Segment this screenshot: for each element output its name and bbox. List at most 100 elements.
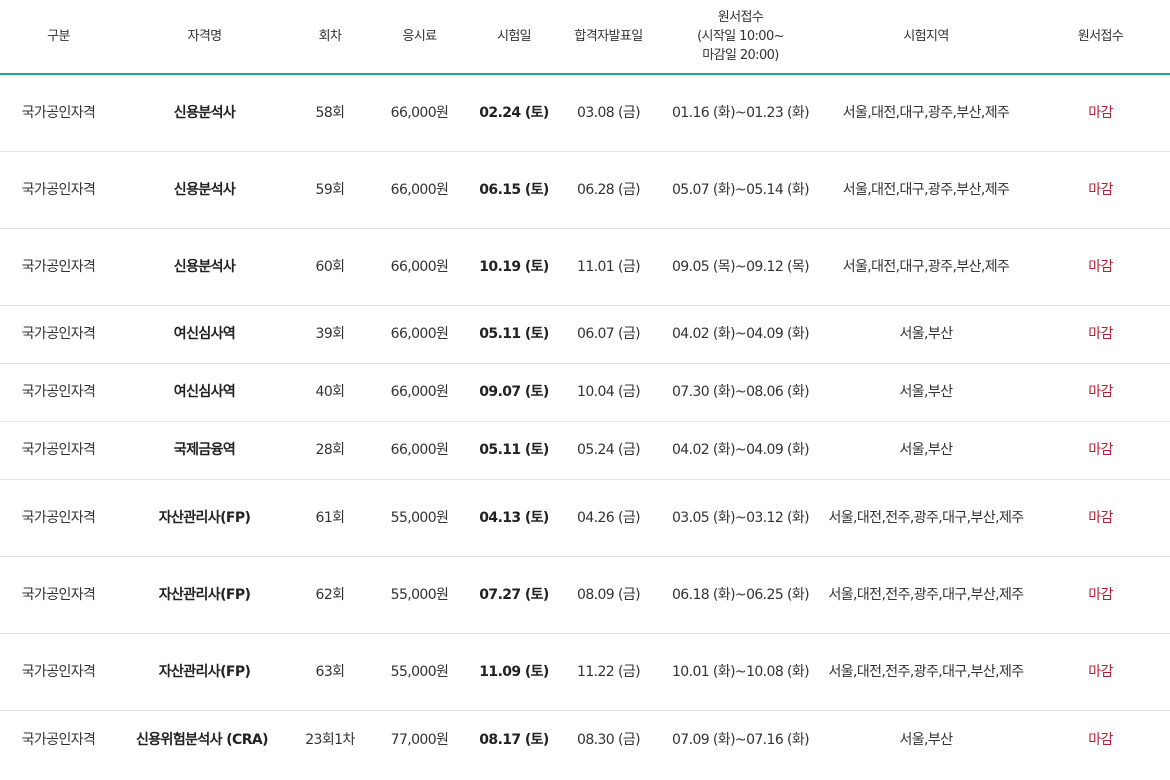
header-period-sub1: (시작일 10:00~ (697, 29, 784, 44)
cell-type: 국가공인자격 (0, 479, 117, 557)
status-closed: 마감 (1031, 305, 1170, 364)
cell-period: 04.02 (화)~04.09 (화) (660, 421, 821, 480)
cell-name: 자산관리사(FP) (117, 633, 292, 711)
cell-exam-date: 06.15 (토) (471, 151, 557, 229)
cell-type: 국가공인자격 (0, 556, 117, 634)
header-application-period: 원서접수 (시작일 10:00~ 마감일 20:00) (660, 0, 821, 75)
header-region: 시험지역 (821, 0, 1031, 75)
cell-result-date: 06.28 (금) (557, 151, 660, 229)
header-result-date: 합격자발표일 (557, 0, 660, 75)
header-apply: 원서접수 (1031, 0, 1170, 75)
cell-region: 서울,대전,대구,광주,부산,제주 (821, 151, 1031, 229)
cell-result-date: 04.26 (금) (557, 479, 660, 557)
region-text: 서울,대전,전주,광주,대구,부산,제주 (828, 509, 1024, 526)
table-row: 국가공인자격 국제금융역 28회 66,000원 05.11 (토) 05.24… (0, 421, 1170, 480)
table-row: 국가공인자격 여신심사역 39회 66,000원 05.11 (토) 06.07… (0, 305, 1170, 364)
cell-fee: 66,000원 (368, 305, 471, 364)
cell-type: 국가공인자격 (0, 421, 117, 480)
cell-round: 62회 (292, 556, 368, 634)
header-fee: 응시료 (368, 0, 471, 75)
cell-result-date: 08.09 (금) (557, 556, 660, 634)
cell-result-date: 08.30 (금) (577, 732, 641, 748)
cell-name: 신용위험분석사 (CRA) (117, 711, 292, 771)
cell-exam-date: 07.27 (토) (471, 556, 557, 634)
cell-period: 07.09 (화)~07.16 (화) (672, 732, 810, 748)
header-period-sub2: 마감일 20:00) (702, 48, 779, 63)
table-row: 국가공인자격 자산관리사(FP) 61회 55,000원 04.13 (토) 0… (0, 479, 1170, 557)
cell-period: 10.01 (화)~10.08 (화) (660, 633, 821, 711)
header-round: 회차 (292, 0, 368, 75)
cell-result-date: 10.04 (금) (557, 363, 660, 422)
header-exam-date: 시험일 (471, 0, 557, 75)
cell-round: 63회 (292, 633, 368, 711)
cell-exam-date: 02.24 (토) (471, 74, 557, 152)
region-text: 서울,부산 (899, 326, 954, 342)
status-closed: 마감 (1031, 479, 1170, 557)
table-row: 국가공인자격 신용분석사 59회 66,000원 06.15 (토) 06.28… (0, 151, 1170, 229)
status-closed: 마감 (1031, 633, 1170, 711)
cell-region: 서울,부산 (821, 711, 1031, 771)
cell-region: 서울,대전,전주,광주,대구,부산,제주 (821, 556, 1031, 634)
cell-exam-date: 11.09 (토) (471, 633, 557, 711)
table-row: 국가공인자격 자산관리사(FP) 62회 55,000원 07.27 (토) 0… (0, 556, 1170, 634)
cell-type: 국가공인자격 (0, 633, 117, 711)
cell-name: 여신심사역 (117, 305, 292, 364)
cell-name: 국제금융역 (117, 421, 292, 480)
cell-round: 40회 (292, 363, 368, 422)
cell-name: 자산관리사(FP) (117, 479, 292, 557)
status-closed: 마감 (1031, 228, 1170, 306)
cell-fee: 66,000원 (368, 151, 471, 229)
status-closed: 마감 (1031, 151, 1170, 229)
cell-fee: 66,000원 (368, 421, 471, 480)
cell-period: 03.05 (화)~03.12 (화) (660, 479, 821, 557)
cell-result-date: 05.24 (금) (557, 421, 660, 480)
cell-result-date: 11.01 (금) (557, 228, 660, 306)
table-row: 국가공인자격 신용분석사 58회 66,000원 02.24 (토) 03.08… (0, 74, 1170, 152)
cell-region: 서울,대전,대구,광주,부산,제주 (821, 74, 1031, 152)
cell-type: 국가공인자격 (0, 151, 117, 229)
cell-fee: 66,000원 (368, 363, 471, 422)
cell-region: 서울,부산 (821, 363, 1031, 422)
cell-exam-date: 05.11 (토) (471, 421, 557, 480)
status-closed: 마감 (1031, 74, 1170, 152)
region-text: 서울,대전,대구,광주,부산,제주 (842, 181, 1010, 198)
cell-region: 서울,대전,전주,광주,대구,부산,제주 (821, 633, 1031, 711)
cell-result-date: 11.22 (금) (557, 633, 660, 711)
cell-name: 신용분석사 (117, 228, 292, 306)
cell-period: 09.05 (목)~09.12 (목) (660, 228, 821, 306)
cell-exam-date: 10.19 (토) (471, 228, 557, 306)
cell-exam-date: 04.13 (토) (471, 479, 557, 557)
cell-period: 05.07 (화)~05.14 (화) (660, 151, 821, 229)
cell-exam-date: 08.17 (토) (479, 732, 549, 748)
cell-type: 국가공인자격 (0, 305, 117, 364)
cell-round: 59회 (292, 151, 368, 229)
cell-fee: 55,000원 (368, 633, 471, 711)
cell-type: 국가공인자격 (0, 363, 117, 422)
table-row: 국가공인자격 신용분석사 60회 66,000원 10.19 (토) 11.01… (0, 228, 1170, 306)
cell-exam-date: 09.07 (토) (471, 363, 557, 422)
region-text: 서울,부산 (899, 732, 954, 748)
region-text: 서울,부산 (899, 442, 954, 458)
region-text: 서울,대전,대구,광주,부산,제주 (842, 104, 1010, 121)
cell-fee: 66,000원 (368, 228, 471, 306)
cell-period: 01.16 (화)~01.23 (화) (660, 74, 821, 152)
cell-region: 서울,부산 (821, 305, 1031, 364)
cell-period: 07.30 (화)~08.06 (화) (660, 363, 821, 422)
header-name: 자격명 (117, 0, 292, 75)
cell-name: 신용분석사 (117, 74, 292, 152)
region-text: 서울,부산 (899, 384, 954, 400)
region-text: 서울,대전,전주,광주,대구,부산,제주 (828, 586, 1024, 603)
cell-region: 서울,대전,대구,광주,부산,제주 (821, 228, 1031, 306)
table-row: 국가공인자격 여신심사역 40회 66,000원 09.07 (토) 10.04… (0, 363, 1170, 422)
cell-fee: 55,000원 (368, 556, 471, 634)
table-row: 국가공인자격 자산관리사(FP) 63회 55,000원 11.09 (토) 1… (0, 633, 1170, 711)
cell-round: 39회 (292, 305, 368, 364)
cell-round: 61회 (292, 479, 368, 557)
table-row: 국가공인자격 신용위험분석사 (CRA) 23회1차 77,000원 08.17… (0, 711, 1170, 771)
table-header-row: 구분 자격명 회차 응시료 시험일 합격자발표일 원서접수 (시작일 10:00… (0, 0, 1170, 75)
cell-fee: 66,000원 (368, 74, 471, 152)
cell-fee: 55,000원 (368, 479, 471, 557)
status-closed: 마감 (1088, 732, 1113, 748)
header-type: 구분 (0, 0, 117, 75)
cell-type: 국가공인자격 (0, 74, 117, 152)
